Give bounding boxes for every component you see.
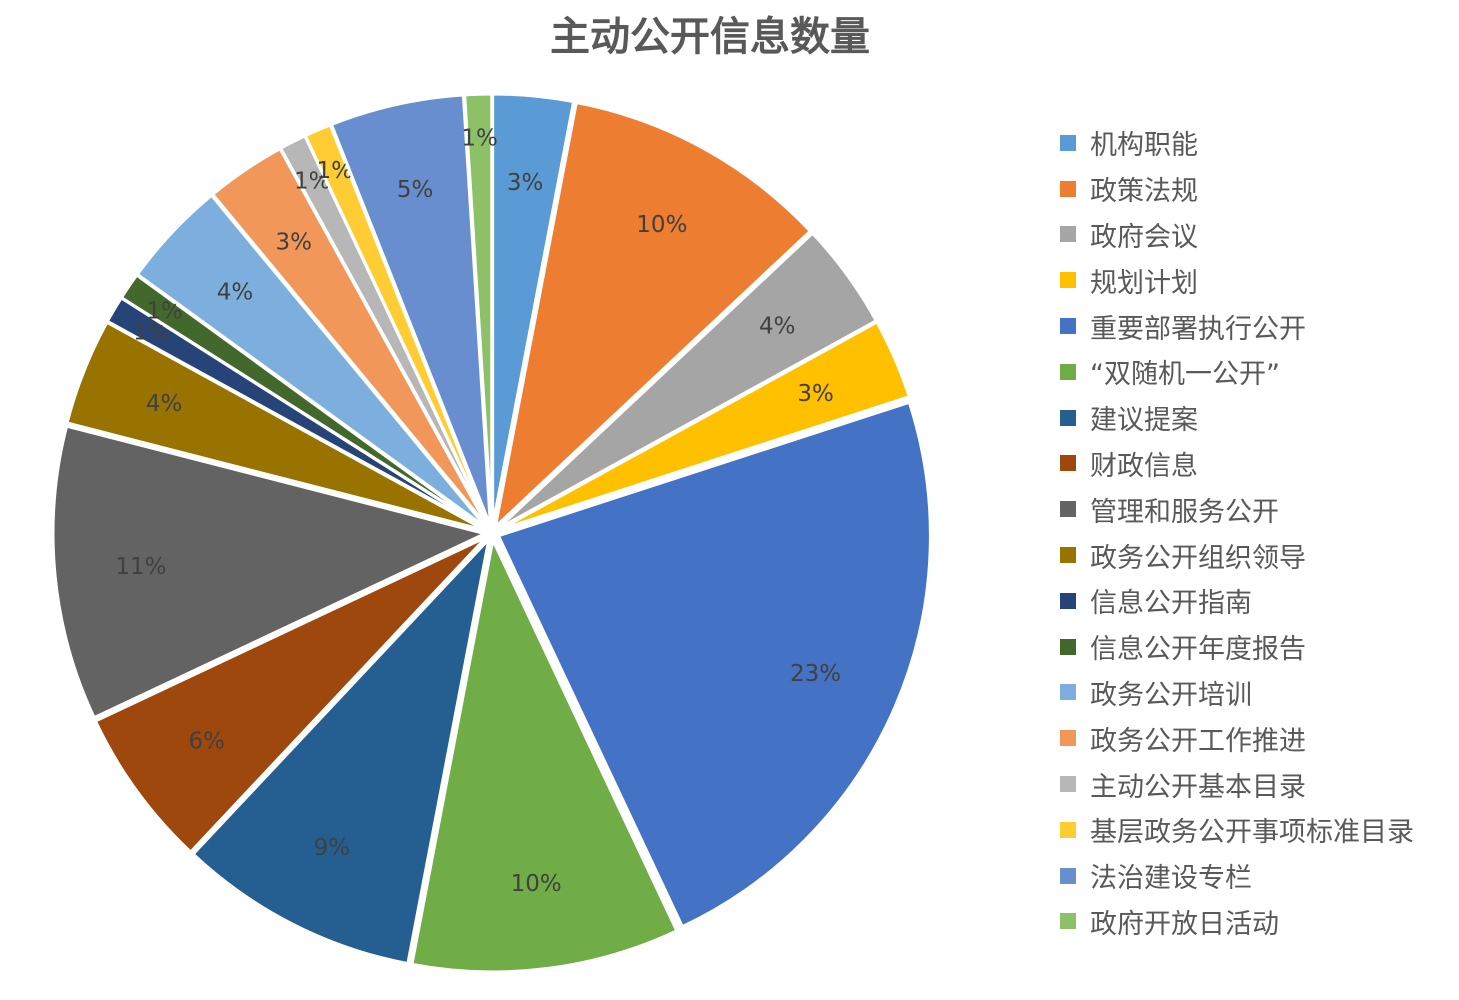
legend-label: 规划计划 [1090,267,1198,299]
legend-item: 政务公开工作推进 [1060,715,1414,761]
legend-swatch [1060,180,1076,197]
legend-swatch [1060,455,1076,472]
legend-label: 政策法规 [1090,176,1198,208]
legend-item: 政务公开组织领导 [1060,532,1414,578]
legend-label: 信息公开年度报告 [1090,634,1306,666]
legend-item: 规划计划 [1060,257,1414,303]
legend-swatch [1060,592,1076,609]
pie-slice [497,320,912,532]
data-label: 3% [276,229,313,255]
data-label: 5% [397,177,434,203]
pie-slice [135,193,489,530]
legend-item: 政务公开培训 [1060,670,1414,716]
legend-swatch [1060,821,1076,838]
data-label: 10% [511,871,562,897]
legend-item: 基层政务公开事项标准目录 [1060,807,1414,853]
legend-item: 政策法规 [1060,166,1414,212]
legend-swatch [1060,226,1076,243]
legend-item: 信息公开年度报告 [1060,624,1414,670]
data-label: 4% [146,391,183,417]
data-label: 6% [188,728,225,754]
legend-swatch [1060,867,1076,884]
legend-label: 建议提案 [1090,405,1198,437]
legend-label: 政府开放日活动 [1090,908,1279,940]
pie-slice [51,424,490,720]
legend-label: 政务公开培训 [1090,679,1252,711]
data-label: 4% [217,280,254,306]
pie-slice [410,535,679,974]
data-label: 4% [759,314,796,340]
legend-label: 财政信息 [1090,450,1198,482]
legend-item: 管理和服务公开 [1060,486,1414,532]
legend-item: 机构职能 [1060,120,1414,166]
legend-swatch [1060,730,1076,747]
data-label: 3% [797,381,834,407]
legend: 机构职能政策法规政府会议规划计划重要部署执行公开 “双随机一公开” 建议提案财政信息… [1060,120,1414,944]
legend-item: “双随机一公开” [1060,349,1414,395]
legend-swatch [1060,409,1076,426]
data-label: 1% [461,125,498,151]
legend-label: 基层政务公开事项标准目录 [1090,817,1414,849]
legend-label: 法治建设专栏 [1090,863,1252,895]
legend-swatch [1060,547,1076,564]
legend-label: 政府会议 [1090,221,1198,253]
legend-item: 信息公开指南 [1060,578,1414,624]
pie-slice [93,535,488,855]
data-label: 3% [507,170,544,196]
data-label: 23% [790,661,841,687]
chart-title: 主动公开信息数量 [550,13,870,60]
legend-item: 建议提案 [1060,395,1414,441]
legend-label: 信息公开指南 [1090,588,1252,620]
legend-swatch [1060,501,1076,518]
pie-slice [493,100,813,532]
legend-swatch [1060,134,1076,151]
legend-swatch [1060,638,1076,655]
pie-slice [190,534,492,966]
legend-swatch [1060,318,1076,335]
pie-chart: 3%10%4%3%23%10%9%6%11%4%1%1%4%3%1%1%5%1% [51,92,932,974]
data-label: 10% [636,212,687,238]
legend-item: 政府开放日活动 [1060,899,1414,945]
legend-label: 政务公开组织领导 [1090,542,1306,574]
legend-swatch [1060,776,1076,793]
legend-swatch [1060,363,1076,380]
pie-slice [496,400,932,929]
legend-item: 重要部署执行公开 [1060,303,1414,349]
data-label: 11% [115,554,166,580]
legend-swatch [1060,272,1076,289]
legend-label: “双随机一公开” [1090,359,1280,391]
legend-swatch [1060,913,1076,930]
legend-label: 重要部署执行公开 [1090,313,1306,345]
legend-label: 主动公开基本目录 [1090,771,1306,803]
legend-item: 法治建设专栏 [1060,853,1414,899]
legend-swatch [1060,684,1076,701]
data-label: 9% [314,835,351,861]
pie-slice [496,231,879,531]
legend-label: 政务公开工作推进 [1090,725,1306,757]
legend-item: 政府会议 [1060,212,1414,258]
legend-item: 财政信息 [1060,441,1414,487]
pie-slice [463,92,494,527]
legend-item: 主动公开基本目录 [1060,761,1414,807]
legend-label: 机构职能 [1090,130,1198,162]
legend-label: 管理和服务公开 [1090,496,1279,528]
